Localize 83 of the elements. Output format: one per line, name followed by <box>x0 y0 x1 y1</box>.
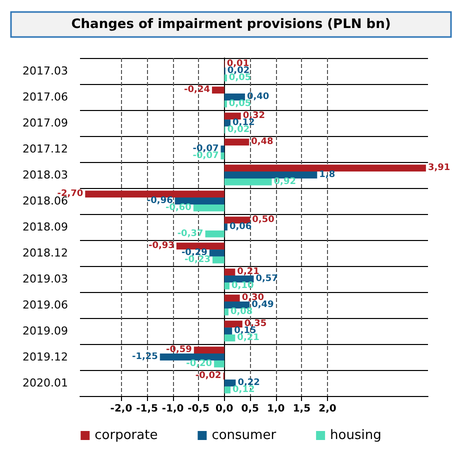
bar <box>212 256 224 264</box>
bar <box>224 100 227 108</box>
data-label: -0,60 <box>165 202 192 213</box>
x-tick-label: 0,0 <box>215 404 234 414</box>
bar <box>194 346 224 354</box>
data-label: -1,25 <box>132 352 158 362</box>
data-label: -0,20 <box>186 358 212 369</box>
data-label: -0,59 <box>166 345 192 356</box>
bar <box>224 308 228 316</box>
bar <box>193 204 224 212</box>
x-tick-label: -0,5 <box>188 404 210 414</box>
bar <box>224 320 242 328</box>
data-label: 0,57 <box>256 274 278 284</box>
data-label: 0,06 <box>229 222 252 232</box>
x-tick-label: -2,0 <box>110 404 132 414</box>
chart-title: Changes of impairment provisions (PLN bn) <box>71 17 391 32</box>
bar <box>224 120 231 126</box>
x-tick-label: 1,5 <box>292 404 311 414</box>
data-label: 0,92 <box>274 176 296 187</box>
x-tick-label: 0,5 <box>241 404 260 414</box>
bar <box>224 138 250 146</box>
bar <box>220 146 224 152</box>
data-label: 3,91 <box>428 163 450 174</box>
data-label: 0,21 <box>237 332 260 343</box>
x-tick-label: -1,0 <box>162 404 184 414</box>
data-label: -0,02 <box>195 371 222 382</box>
bar <box>220 152 224 160</box>
y-tick-label: 2018.09 <box>22 220 68 234</box>
data-label: 0,08 <box>230 306 253 317</box>
x-tick-label: -1,5 <box>136 404 158 414</box>
bar <box>224 94 245 100</box>
data-label: -0,37 <box>177 228 204 239</box>
bar <box>160 354 224 360</box>
data-label: 0,02 <box>227 124 250 135</box>
legend-label: housing <box>330 428 382 443</box>
data-label: 0,05 <box>228 72 252 83</box>
bar <box>224 178 272 186</box>
data-label: 0,05 <box>228 98 252 109</box>
bar <box>224 164 426 172</box>
y-tick-label: 2017.03 <box>22 64 68 78</box>
bar <box>224 268 236 276</box>
y-tick-label: 2019.09 <box>22 324 68 338</box>
y-tick-label: 2019.12 <box>22 350 68 364</box>
bar <box>224 386 231 394</box>
y-tick-label: 2019.06 <box>22 298 68 312</box>
bar <box>176 242 224 250</box>
legend-label: consumer <box>212 428 277 443</box>
bar <box>174 198 224 204</box>
bar <box>224 276 254 282</box>
bar <box>224 294 240 302</box>
bar <box>224 172 318 178</box>
bar <box>224 302 250 308</box>
y-tick-label: 2017.06 <box>22 90 68 104</box>
y-tick-label: 2017.12 <box>22 142 68 156</box>
y-tick-label: 2019.03 <box>22 272 68 286</box>
bar <box>209 250 224 256</box>
y-tick-label: 2018.03 <box>22 168 68 182</box>
bar <box>224 282 230 290</box>
bar <box>224 74 227 82</box>
bar <box>224 112 241 120</box>
bar <box>205 230 224 238</box>
data-label: -0,23 <box>184 254 210 265</box>
x-tick-label: 1,0 <box>267 404 285 414</box>
legend-label: corporate <box>94 428 158 443</box>
data-label: 0,50 <box>252 215 274 226</box>
bar <box>224 216 250 224</box>
data-label: 1,8 <box>319 170 336 180</box>
y-tick-label: 2020.01 <box>22 376 68 390</box>
data-label: -0,24 <box>184 85 210 96</box>
bar <box>85 190 224 198</box>
x-tick-label: 2,0 <box>318 404 336 414</box>
y-tick-label: 2018.12 <box>22 246 68 260</box>
bar <box>224 328 232 334</box>
y-tick-label: 2017.09 <box>22 116 68 130</box>
bar <box>224 334 236 342</box>
bar <box>214 360 224 368</box>
bar <box>224 380 236 386</box>
bar <box>224 224 228 230</box>
bar <box>212 86 224 94</box>
data-label: 0,48 <box>251 137 274 148</box>
data-label: 0,10 <box>232 280 254 291</box>
data-label: 0,12 <box>232 384 255 395</box>
data-label: -0,93 <box>148 241 174 252</box>
